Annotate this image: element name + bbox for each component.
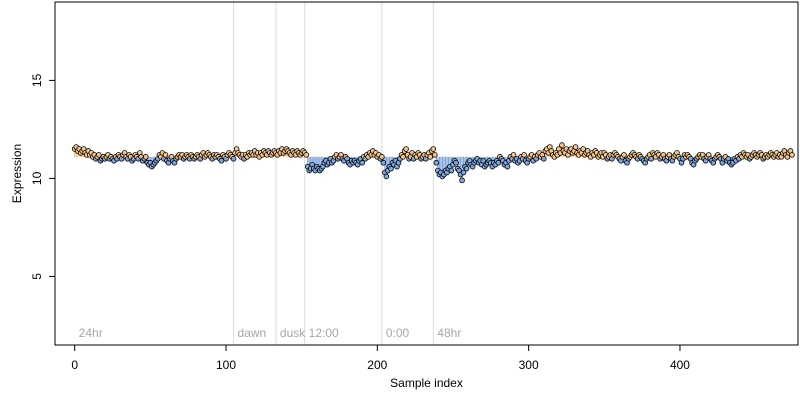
data-point — [580, 146, 586, 152]
data-point — [789, 152, 795, 158]
data-point — [218, 157, 225, 164]
data-point — [403, 146, 409, 152]
data-point — [427, 154, 434, 160]
data-point — [359, 159, 365, 166]
data-point — [400, 154, 406, 160]
x-axis-label: Sample index — [390, 376, 463, 390]
data-point — [453, 159, 459, 166]
x-tick-label: 400 — [670, 358, 690, 372]
data-point — [463, 165, 470, 172]
data-point — [380, 159, 387, 166]
event-annotation: dawn — [238, 326, 267, 340]
data-point — [432, 152, 438, 158]
event-annotation: 12:00 — [309, 326, 339, 340]
y-tick-label: 5 — [30, 273, 44, 280]
data-point — [572, 144, 579, 150]
data-point — [540, 156, 547, 162]
x-tick-label: 100 — [216, 358, 236, 372]
data-point — [388, 165, 394, 172]
data-point — [303, 152, 309, 158]
data-point — [480, 157, 487, 164]
data-point — [495, 159, 502, 166]
event-annotations: 24hr dawn dusk 12:00 0:00 48hr — [79, 326, 462, 340]
data-point — [383, 173, 390, 180]
event-annotation: 24hr — [79, 326, 103, 340]
data-point — [648, 156, 655, 162]
y-tick-label: 15 — [30, 73, 44, 87]
data-point — [521, 152, 527, 158]
y-axis-label: Expression — [10, 144, 24, 203]
event-lines — [233, 2, 434, 345]
data-point — [621, 152, 627, 158]
x-axis: 0 100 200 300 400 — [71, 344, 690, 372]
y-axis: 5 10 15 — [30, 73, 55, 280]
data-point — [559, 142, 565, 148]
event-annotation: 48hr — [437, 326, 461, 340]
data-point — [504, 163, 511, 170]
data-points — [71, 142, 795, 184]
x-tick-label: 200 — [367, 358, 387, 372]
data-point — [379, 154, 385, 160]
data-point — [230, 156, 237, 162]
data-point — [433, 159, 440, 166]
data-point — [448, 167, 455, 174]
data-point — [430, 146, 437, 152]
data-point — [459, 177, 465, 184]
x-tick-label: 300 — [519, 358, 539, 372]
y-tick-label: 10 — [30, 171, 44, 185]
data-point — [510, 152, 517, 158]
data-point — [96, 152, 102, 158]
data-point — [460, 169, 467, 176]
event-annotation: dusk — [280, 326, 306, 340]
data-point — [162, 152, 169, 158]
x-tick-label: 0 — [71, 358, 78, 372]
event-annotation: 0:00 — [386, 326, 410, 340]
data-point — [142, 154, 149, 160]
plot-frame — [54, 1, 799, 346]
